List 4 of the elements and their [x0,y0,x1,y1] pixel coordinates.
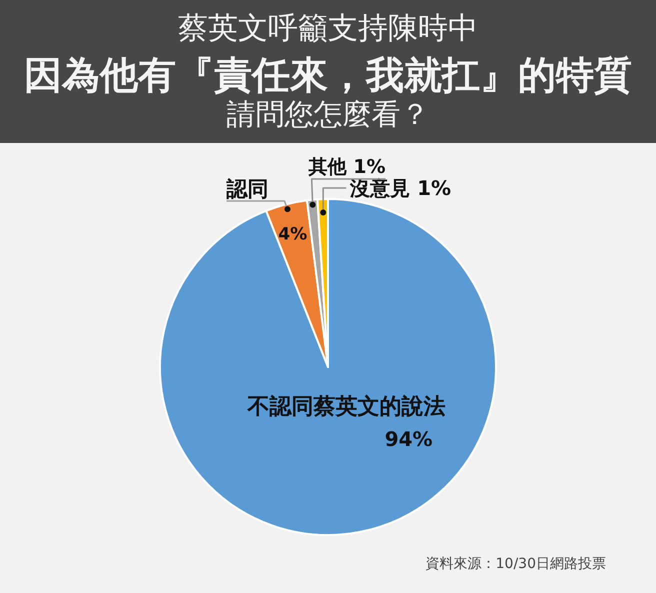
subtitle: 請問您怎麼看？ [226,97,430,131]
title: 蔡英文呼籲支持陳時中 [178,11,478,46]
title: 因為他有『責任來，我就扛』的特質 [24,53,632,97]
annotation: 資料來源：10/30日網路投票 [426,556,606,572]
